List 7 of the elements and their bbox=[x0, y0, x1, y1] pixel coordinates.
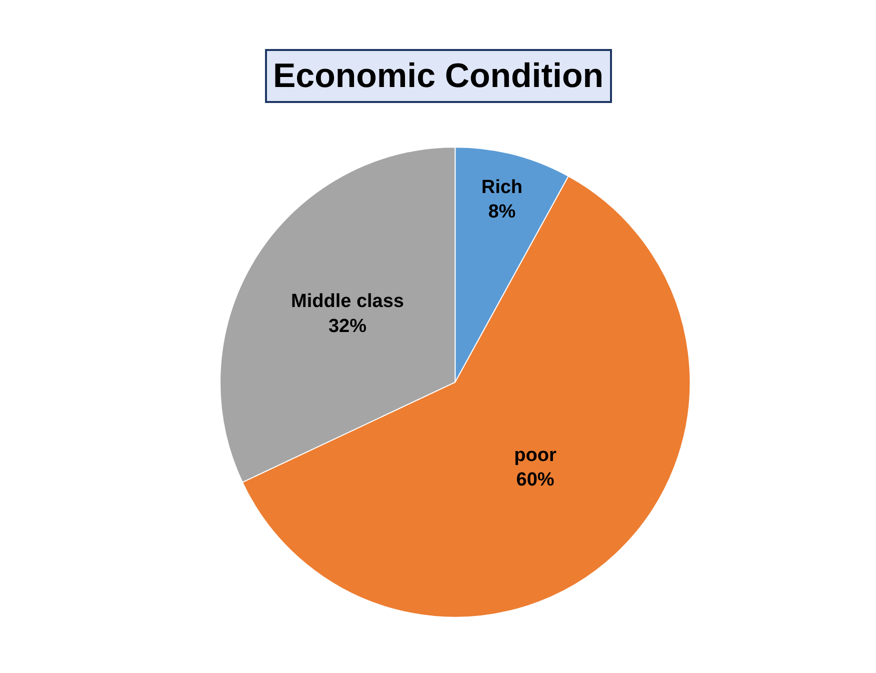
slice-label: Rich bbox=[481, 177, 523, 198]
data-label: 60% bbox=[516, 470, 554, 491]
data-label: 8% bbox=[488, 202, 516, 223]
chart-title: Economic Condition bbox=[273, 57, 604, 95]
slice-label: poor bbox=[514, 445, 557, 466]
data-label: 32% bbox=[328, 316, 367, 337]
slice-label: Middle class bbox=[291, 291, 404, 312]
